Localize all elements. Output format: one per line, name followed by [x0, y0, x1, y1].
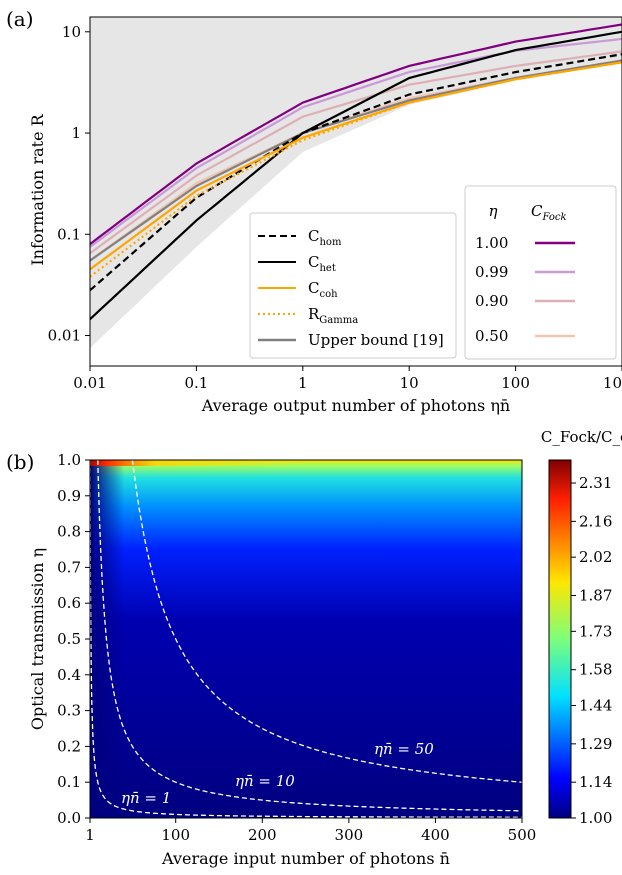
- series-line-6: [90, 37, 622, 248]
- y-tick-label-b: 0.2: [57, 737, 81, 755]
- y-ticks-b: 0.0 0.1 0.2 0.3 0.4 0.5 0.6 0.7 0.8 0.9 1.0: [57, 451, 90, 827]
- colorbar-tick-label: 1.73: [579, 622, 612, 640]
- series-line-3: [90, 61, 622, 278]
- x-tick-label-b: 400: [421, 826, 450, 844]
- legend-label-hom: Chom: [308, 227, 342, 248]
- x-tick-label-a: 0.1: [184, 374, 208, 392]
- contour-label-50: ηn̄ = 50: [374, 740, 434, 758]
- panel-a: (a) 0.01 0.1 1 10 100 1000 0.01 0.1 1 10 Average…: [6, 7, 622, 415]
- y-tick-label-a: 10: [62, 23, 81, 41]
- x-axis-label-a: Average output number of photons ηn̄: [201, 396, 510, 415]
- x-tick-label-b: 300: [335, 826, 364, 844]
- y-tick-label-a: 0.01: [48, 327, 81, 345]
- colorbar-tick-label: 1.29: [579, 735, 612, 753]
- legend-fock-row-3: 0.90: [475, 292, 508, 310]
- x-tick-label-a: 0.01: [73, 374, 106, 392]
- series-line-0: [90, 53, 622, 292]
- y-ticks-a: 0.01 0.1 1 10: [48, 23, 90, 345]
- heatmap-left-edge: [90, 460, 522, 818]
- y-tick-label-b: 0.7: [57, 558, 81, 576]
- contour-line-1: [89, 459, 522, 818]
- colorbar-tick-label: 1.14: [579, 773, 612, 791]
- x-tick-label-a: 100: [501, 374, 530, 392]
- y-tick-label-b: 1.0: [57, 451, 81, 469]
- panel-b-label: (b): [6, 450, 34, 474]
- series-line-4: [90, 59, 622, 262]
- x-tick-label-b: 500: [508, 826, 537, 844]
- legend-methods: Chom Chet Ccoh RGamma Upper bound [19]: [249, 212, 457, 359]
- legend-methods-box: [249, 212, 457, 359]
- legend-label-upper: Upper bound [19]: [308, 331, 444, 349]
- contour-label-1: ηn̄ = 1: [121, 789, 171, 807]
- contours: [89, 459, 523, 818]
- legend-fock-row-2: 0.99: [475, 263, 508, 281]
- y-tick-label-b: 0.3: [57, 702, 81, 720]
- plot-frame-a: [89, 16, 622, 367]
- x-tick-label-b: 100: [161, 826, 190, 844]
- series-line-2: [90, 61, 622, 271]
- y-tick-label-b: 0.8: [57, 523, 81, 541]
- colorbar-tick-label: 2.02: [579, 548, 612, 566]
- colorbar: [548, 459, 572, 819]
- legend-fock: η CFock 1.00 0.99 0.90 0.50: [464, 185, 617, 360]
- panel-b: (b) ηn̄ = 1 ηn̄ = 10 ηn̄ = 50 1 100 200 300…: [6, 428, 622, 868]
- colorbar-tick-label: 1.58: [579, 661, 612, 679]
- legend-fock-eta-header: η: [489, 202, 498, 220]
- y-tick-label-b: 0.1: [57, 773, 81, 791]
- contour-line-10: [97, 459, 522, 812]
- colorbar-tick-label: 1.87: [579, 587, 612, 605]
- y-axis-label-a: Information rate R: [28, 113, 47, 265]
- series-line-7: [90, 50, 622, 255]
- y-tick-label-a: 0.1: [57, 225, 81, 243]
- y-axis-label-b: Optical transmission η: [28, 548, 47, 730]
- contour-line-50: [131, 459, 523, 783]
- contour-label-10: ηn̄ = 10: [235, 772, 295, 790]
- y-tick-label-b: 0.5: [57, 630, 81, 648]
- y-tick-label-b: 0.9: [57, 487, 81, 505]
- series-line-5: [90, 23, 622, 245]
- legend-fock-row-1: 1.00: [475, 234, 508, 252]
- colorbar-tick-label: 1.44: [579, 696, 612, 714]
- legend-label-het: Chet: [308, 253, 336, 274]
- legend-label-coh: Ccoh: [308, 279, 338, 300]
- colorbar-ticks: 1.00 1.14 1.29 1.44 1.58 1.73 1.87 2.02 2.16 2.31: [571, 474, 612, 827]
- heatmap-top-band: [90, 460, 522, 466]
- colorbar-tick-label: 2.16: [579, 512, 612, 530]
- y-tick-label-b: 0.0: [57, 809, 81, 827]
- colorbar-title: C_Fock/C_coh: [541, 428, 622, 446]
- legend-label-gamma: RGamma: [308, 305, 358, 326]
- x-ticks-b: 1 100 200 300 400 500: [85, 818, 536, 844]
- x-tick-label-a: 1000: [603, 374, 622, 392]
- shaded-region: [90, 17, 622, 349]
- y-tick-label-b: 0.4: [57, 666, 81, 684]
- legend-fock-row-4: 0.50: [475, 327, 508, 345]
- y-tick-label-a: 1: [71, 124, 81, 142]
- x-tick-label-b: 1: [85, 826, 95, 844]
- series-line-1: [90, 30, 622, 321]
- legend-fock-c-header: CFock: [531, 202, 567, 223]
- lines-a: [90, 23, 622, 321]
- colorbar-tick-label: 2.31: [579, 474, 612, 492]
- colorbar-tick-label: 1.00: [579, 809, 612, 827]
- x-tick-label-a: 1: [298, 374, 308, 392]
- x-tick-label-a: 10: [400, 374, 419, 392]
- panel-a-label: (a): [6, 7, 34, 31]
- x-tick-label-b: 200: [248, 826, 277, 844]
- y-tick-label-b: 0.6: [57, 594, 81, 612]
- x-ticks-a: 0.01 0.1 1 10 100 1000: [73, 366, 622, 392]
- x-axis-label-b: Average input number of photons n̄: [161, 849, 450, 868]
